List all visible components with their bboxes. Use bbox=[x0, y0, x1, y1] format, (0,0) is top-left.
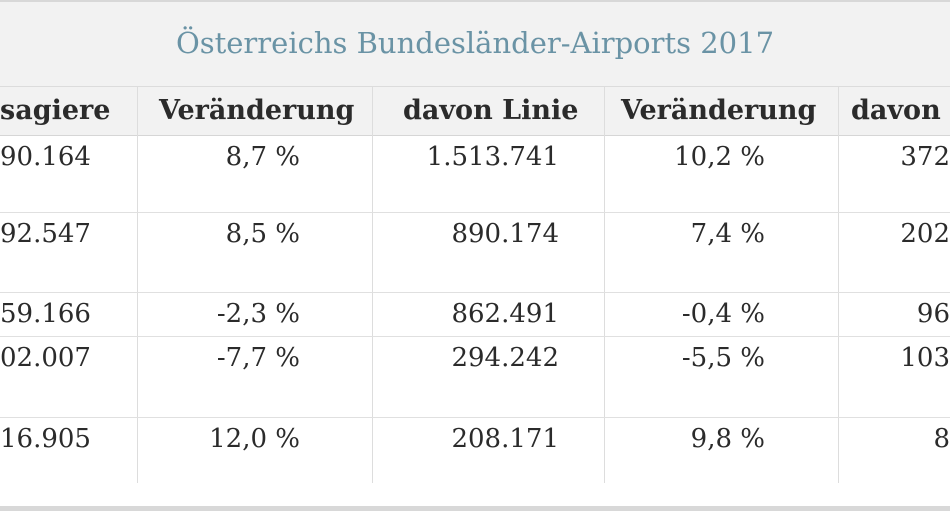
column-divider bbox=[137, 87, 138, 483]
cell-veraenderung-1: 8,7 % bbox=[225, 142, 300, 172]
cell-passagiere: 90.164 bbox=[0, 142, 91, 172]
header-veraenderung-2: Veränderung bbox=[621, 95, 817, 126]
cell-veraenderung-1: -2,3 % bbox=[216, 299, 300, 329]
table-row: 92.547 8,5 % 890.174 7,4 % 202 bbox=[0, 213, 950, 293]
table-row: 16.905 12,0 % 208.171 9,8 % 8 bbox=[0, 418, 950, 488]
table-row: 59.166 -2,3 % 862.491 -0,4 % 96 bbox=[0, 293, 950, 337]
table-row: 02.007 -7,7 % 294.242 -5,5 % 103 bbox=[0, 337, 950, 418]
cell-veraenderung-1: 8,5 % bbox=[225, 219, 300, 249]
cell-veraenderung-2: 7,4 % bbox=[690, 219, 765, 249]
cell-passagiere: 02.007 bbox=[0, 343, 91, 373]
cell-passagiere: 92.547 bbox=[0, 219, 91, 249]
cell-passagiere: 59.166 bbox=[0, 299, 91, 329]
table-title: Österreichs Bundesländer-Airports 2017 bbox=[175, 26, 775, 60]
cell-davon: 103 bbox=[900, 343, 950, 373]
cell-davon-linie: 208.171 bbox=[451, 424, 559, 454]
cell-veraenderung-2: 9,8 % bbox=[690, 424, 765, 454]
cell-davon: 372 bbox=[900, 142, 950, 172]
header-veraenderung-1: Veränderung bbox=[159, 95, 355, 126]
cell-davon-linie: 294.242 bbox=[451, 343, 559, 373]
header-davon: davon bbox=[851, 95, 941, 126]
cell-davon: 202 bbox=[900, 219, 950, 249]
header-davon-linie: davon Linie bbox=[403, 95, 579, 126]
cell-davon: 8 bbox=[933, 424, 950, 454]
column-divider bbox=[838, 87, 839, 483]
cell-veraenderung-1: -7,7 % bbox=[216, 343, 300, 373]
cell-davon-linie: 862.491 bbox=[451, 299, 559, 329]
cell-passagiere: 16.905 bbox=[0, 424, 91, 454]
cell-davon: 96 bbox=[916, 299, 950, 329]
table-header-row: sagiere Veränderung davon Linie Veränder… bbox=[0, 87, 950, 136]
table-title-bar: Österreichs Bundesländer-Airports 2017 bbox=[0, 2, 950, 87]
cell-veraenderung-1: 12,0 % bbox=[209, 424, 300, 454]
cell-davon-linie: 890.174 bbox=[451, 219, 559, 249]
header-passagiere: sagiere bbox=[0, 95, 111, 126]
cell-davon-linie: 1.513.741 bbox=[426, 142, 559, 172]
table-row: 90.164 8,7 % 1.513.741 10,2 % 372 bbox=[0, 136, 950, 213]
column-divider bbox=[604, 87, 605, 483]
cell-veraenderung-2: -0,4 % bbox=[681, 299, 765, 329]
cell-veraenderung-2: -5,5 % bbox=[681, 343, 765, 373]
cell-veraenderung-2: 10,2 % bbox=[674, 142, 765, 172]
column-divider bbox=[372, 87, 373, 483]
